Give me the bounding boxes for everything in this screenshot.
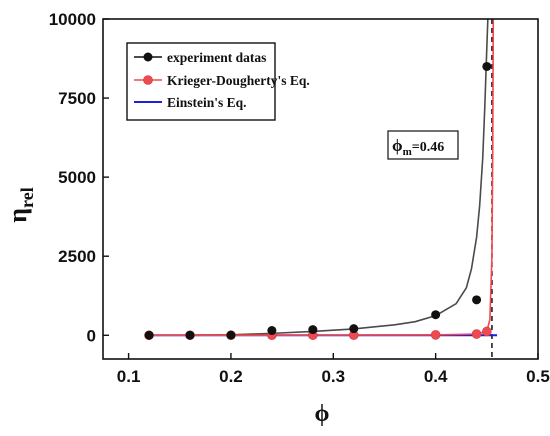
series-curve-1 <box>149 19 495 337</box>
data-point-series-0 <box>308 325 318 335</box>
axes-layer: 0.1 0.2 0.3 0.4 0.5 0 2500 5000 7500 10000 <box>49 10 550 386</box>
plot-frame <box>102 18 539 360</box>
data-point-series-0 <box>185 330 195 340</box>
phi-m-annotation: ϕm=0.46 <box>387 130 459 160</box>
y-tick-label: 10000 <box>49 10 96 29</box>
phi-m-symbol: ϕ <box>392 136 403 155</box>
data-point-series-0 <box>267 326 277 336</box>
y-tick-label: 2500 <box>58 247 96 266</box>
phi-m-value: =0.46 <box>412 140 444 155</box>
data-point-series-1 <box>471 329 482 339</box>
legend-label-krieger: Krieger-Dougherty's Eq. <box>167 73 310 88</box>
x-tick-label: 0.3 <box>321 367 345 386</box>
data-point-series-0 <box>482 61 492 71</box>
y-axis-label-sub: rel <box>17 187 37 208</box>
series-curve-0 <box>149 19 489 337</box>
x-tick-label: 0.5 <box>526 367 550 386</box>
data-point-series-0 <box>226 330 236 340</box>
x-tick-label: 0.2 <box>219 367 243 386</box>
legend-label-einstein: Einstein's Eq. <box>167 95 247 110</box>
plot-data-layer <box>144 19 498 359</box>
data-point-series-0 <box>144 330 154 340</box>
phi-m-annotation-box <box>387 130 459 160</box>
legend-marker-experiment <box>143 52 153 62</box>
y-tick-label: 5000 <box>58 168 96 187</box>
legend: experiment datas Krieger-Dougherty's Eq.… <box>126 42 310 121</box>
data-point-series-0 <box>349 324 359 334</box>
x-tick-label: 0.1 <box>117 367 141 386</box>
data-point-series-0 <box>472 295 482 305</box>
legend-marker-krieger <box>143 75 153 85</box>
data-point-series-0 <box>431 310 441 320</box>
phi-m-subscript: m <box>403 146 412 158</box>
x-axis-label: ϕ <box>315 401 330 427</box>
legend-label-experiment: experiment datas <box>167 50 266 65</box>
y-axis-label: ηrel <box>3 187 37 222</box>
y-tick-label: 0 <box>87 326 96 345</box>
data-point-series-1 <box>430 330 441 340</box>
y-axis-label-main: η <box>3 208 32 223</box>
x-tick-label: 0.4 <box>424 367 448 386</box>
phi-m-annotation-text: ϕm=0.46 <box>392 136 444 158</box>
y-tick-label: 7500 <box>58 89 96 108</box>
data-point-series-1 <box>482 326 492 337</box>
